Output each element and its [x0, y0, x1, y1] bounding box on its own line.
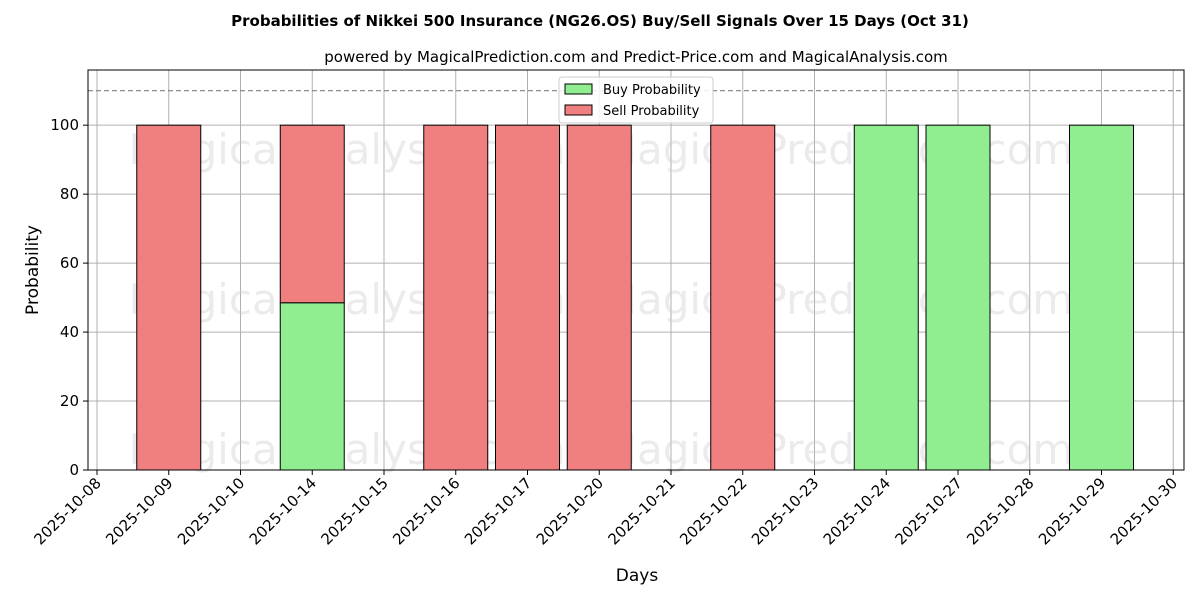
chart-title: Probabilities of Nikkei 500 Insurance (N… [231, 12, 969, 30]
x-tick-label: 2025-10-28 [963, 474, 1037, 548]
x-tick-label: 2025-10-30 [1107, 474, 1181, 548]
legend-box [558, 76, 714, 124]
buy-bar [1069, 124, 1134, 471]
watermark-text: MagicalPrediction.com [601, 425, 1074, 474]
legend-swatch-buy [564, 83, 593, 95]
plot-frame [87, 69, 1185, 471]
legend-label-sell: Sell Probability [603, 104, 700, 119]
sell-bar [279, 124, 345, 304]
watermark-text: MagicalAnalysis.com [129, 425, 566, 474]
x-axis: 2025-10-082025-10-092025-10-102025-10-14… [30, 470, 1181, 548]
bars [136, 124, 1134, 471]
y-axis: 0 20 40 60 80 100 [50, 116, 88, 479]
x-tick-label: 2025-10-21 [604, 474, 678, 548]
y-tick-label: 60 [60, 254, 79, 272]
x-tick-label: 2025-10-17 [461, 474, 535, 548]
watermark-text: MagicalPrediction.com [601, 275, 1074, 324]
y-tick-label: 40 [60, 323, 79, 341]
sell-bar [710, 124, 776, 471]
legend-swatch-sell [564, 104, 593, 116]
x-tick-label: 2025-10-24 [820, 474, 894, 548]
x-tick-label: 2025-10-08 [30, 474, 104, 548]
y-tick-label: 80 [60, 185, 79, 203]
x-tick-label: 2025-10-16 [389, 474, 463, 548]
sell-bar [495, 124, 560, 471]
x-tick-label: 2025-10-22 [676, 474, 750, 548]
x-tick-label: 2025-10-29 [1035, 474, 1109, 548]
chart-subtitle: powered by MagicalPrediction.com and Pre… [324, 48, 948, 66]
legend: Buy Probability Sell Probability [558, 76, 714, 124]
watermark-text: MagicalAnalysis.com [129, 125, 566, 174]
sell-bar [136, 124, 202, 471]
x-tick-label: 2025-10-23 [748, 474, 822, 548]
x-axis-label: Days [616, 566, 659, 586]
y-tick-label: 100 [50, 116, 79, 134]
y-axis-label: Probability [23, 225, 43, 315]
y-tick-label: 0 [69, 461, 79, 479]
watermark-text: MagicalAnalysis.com [129, 275, 566, 324]
legend-label-buy: Buy Probability [603, 83, 701, 98]
buy-bar [925, 124, 991, 471]
buy-bar [853, 124, 919, 471]
x-tick-label: 2025-10-10 [174, 474, 248, 548]
x-tick-label: 2025-10-15 [317, 474, 391, 548]
buy-bar [279, 302, 345, 471]
sell-bar [423, 124, 489, 471]
x-tick-label: 2025-10-27 [891, 474, 965, 548]
x-tick-label: 2025-10-20 [533, 474, 607, 548]
watermarks: MagicalAnalysis.com MagicalPrediction.com… [129, 125, 1074, 474]
sell-bar [566, 124, 632, 471]
x-tick-label: 2025-10-14 [246, 474, 320, 548]
y-tick-label: 20 [60, 392, 79, 410]
x-tick-label: 2025-10-09 [102, 474, 176, 548]
watermark-text: MagicalPrediction.com [601, 125, 1074, 174]
